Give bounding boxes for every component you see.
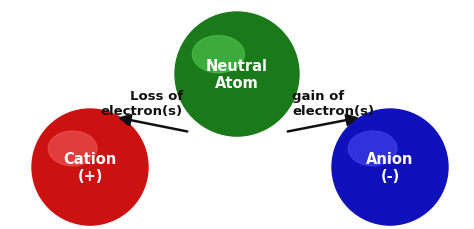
- Circle shape: [41, 127, 139, 225]
- Ellipse shape: [348, 131, 397, 166]
- Text: Anion
(-): Anion (-): [366, 151, 414, 183]
- Text: Loss of
electron(s): Loss of electron(s): [101, 90, 183, 117]
- Circle shape: [184, 31, 290, 136]
- Circle shape: [332, 109, 448, 225]
- Ellipse shape: [192, 36, 245, 74]
- Text: Neutral
Atom: Neutral Atom: [206, 59, 268, 91]
- Circle shape: [175, 13, 299, 136]
- Text: gain of
electron(s): gain of electron(s): [292, 90, 374, 117]
- Text: Cation
(+): Cation (+): [64, 151, 117, 183]
- Circle shape: [32, 109, 148, 225]
- Circle shape: [341, 127, 439, 225]
- Ellipse shape: [48, 131, 97, 166]
